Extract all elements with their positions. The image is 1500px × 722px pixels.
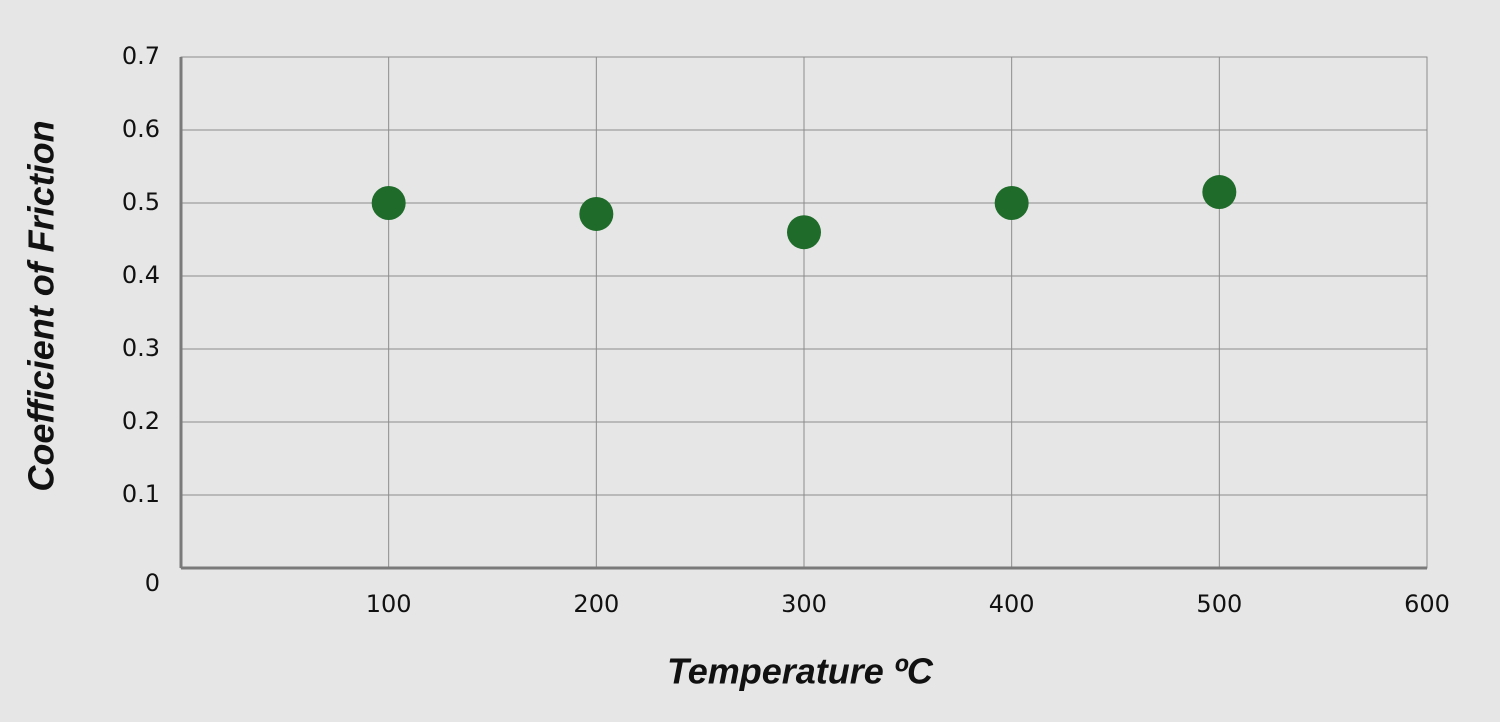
point (579, 196, 614, 231)
x-tick-label: 100 (366, 590, 412, 618)
y-tick-label: 0.3 (122, 334, 160, 362)
point (1202, 175, 1237, 210)
y-tick-label: 0.5 (122, 188, 160, 216)
y-tick-label: 0.6 (122, 115, 160, 143)
y-tick-label: 0.1 (122, 480, 160, 508)
x-tick-label: 200 (573, 590, 619, 618)
x-tick-label: 600 (1404, 590, 1450, 618)
y-tick-label: 0.7 (122, 42, 160, 70)
x-tick-label: 300 (781, 590, 827, 618)
point (371, 186, 406, 220)
x-tick-label: 400 (989, 590, 1035, 618)
point (994, 186, 1029, 220)
y-tick-label: 0 (145, 569, 160, 597)
y-tick-label: 0.2 (122, 407, 160, 435)
point (787, 215, 821, 250)
y-tick-label: 0.4 (122, 261, 160, 289)
y-axis-title: Coefficient of Friction (21, 120, 62, 491)
x-tick-label: 500 (1196, 590, 1242, 618)
x-axis-title: Temperature ºC (667, 651, 934, 692)
